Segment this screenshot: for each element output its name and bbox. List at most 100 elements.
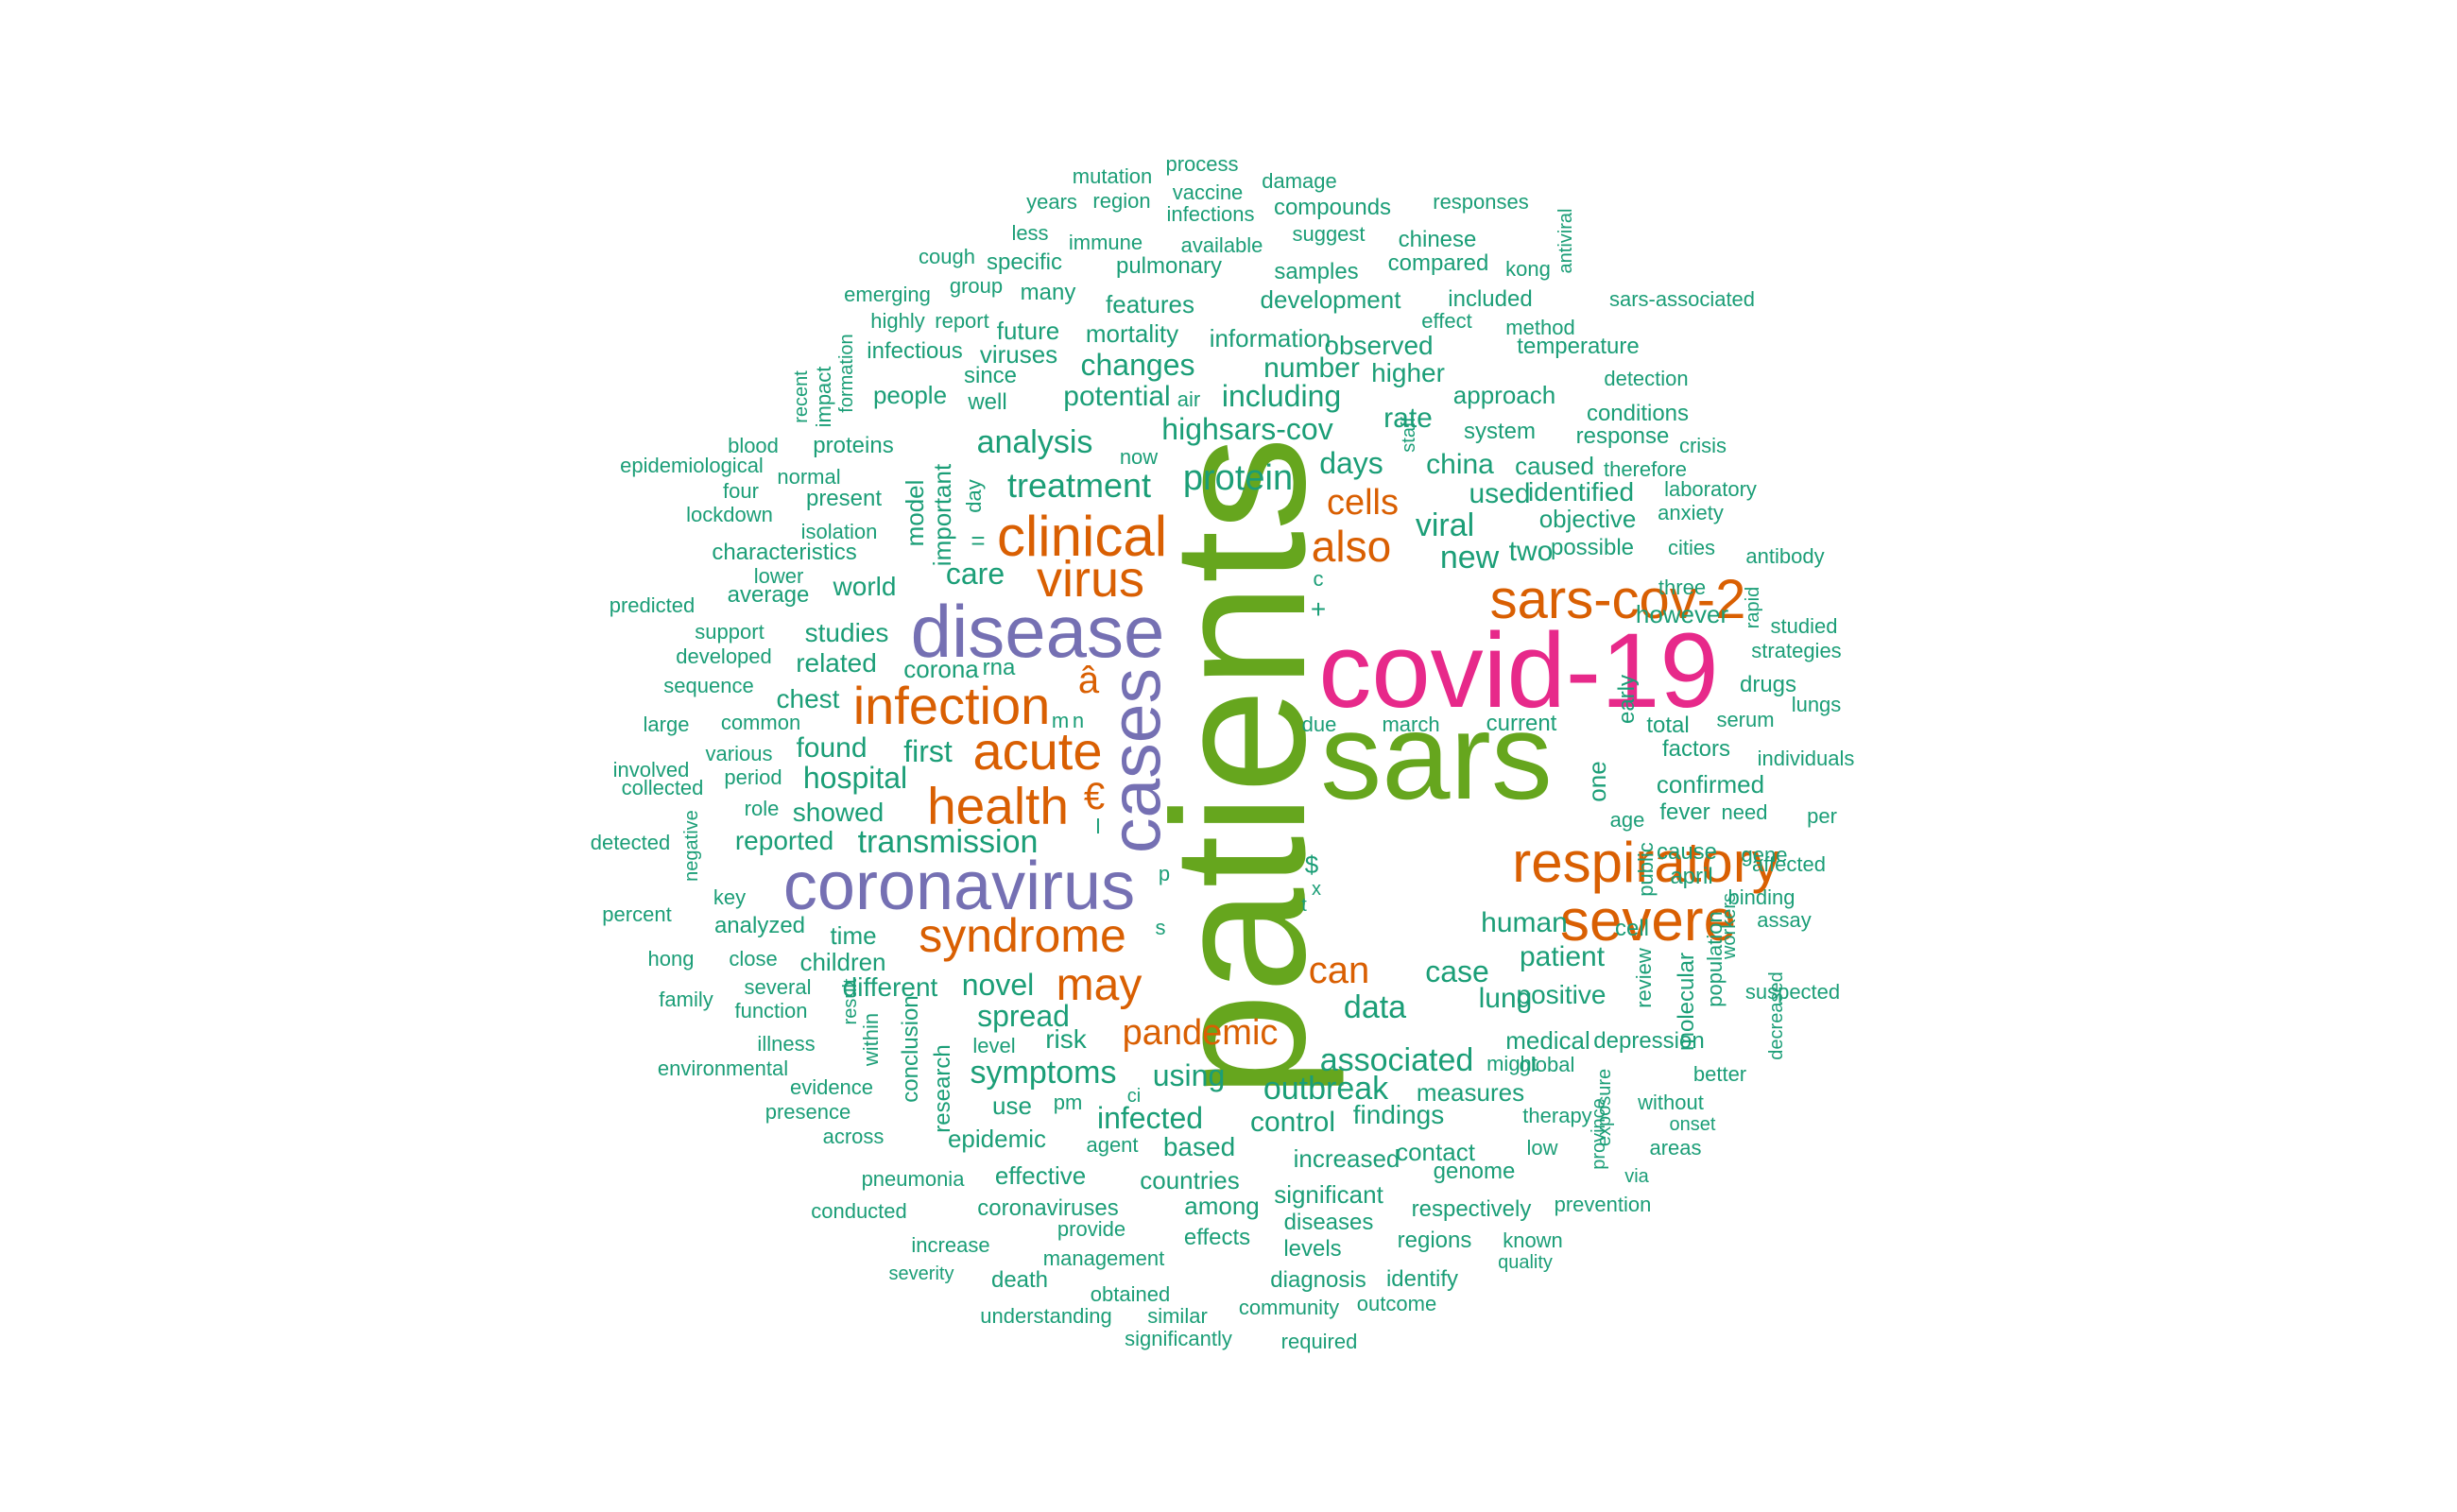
word-research: research xyxy=(930,1044,955,1133)
word-ci: ci xyxy=(1126,1086,1142,1107)
word-march: march xyxy=(1382,713,1440,736)
word-community: community xyxy=(1238,1296,1340,1319)
word-x: x xyxy=(1312,879,1321,900)
word-important: important xyxy=(928,463,956,567)
word-available: available xyxy=(1180,233,1263,257)
word-time: time xyxy=(830,921,877,950)
word-staff: staff xyxy=(1399,417,1419,453)
word-coronavirus: coronavirus xyxy=(782,849,1136,924)
word-lungs: lungs xyxy=(1791,693,1842,716)
word-crisis: crisis xyxy=(1678,434,1727,457)
word-result: result xyxy=(840,978,861,1025)
word-air: air xyxy=(1177,387,1201,411)
word-children: children xyxy=(799,948,886,976)
word-rate: rate xyxy=(1383,403,1433,434)
word-s: s xyxy=(1155,916,1166,939)
word-can: can xyxy=(1308,950,1370,991)
word-present: present xyxy=(805,486,883,511)
word-isolation: isolation xyxy=(800,520,878,543)
word-days: days xyxy=(1319,446,1383,480)
word-identify: identify xyxy=(1385,1266,1459,1292)
word-factors: factors xyxy=(1661,736,1731,762)
word-viruses: viruses xyxy=(979,340,1058,369)
word-epidemiological: epidemiological xyxy=(620,454,764,477)
word-different: different xyxy=(842,972,938,1002)
word-affected: affected xyxy=(1752,852,1826,876)
word-countries: countries xyxy=(1140,1166,1240,1194)
word-sequence: sequence xyxy=(663,674,754,697)
word-may: may xyxy=(1056,960,1143,1010)
word-years: years xyxy=(1026,190,1077,214)
word-p: p xyxy=(1158,862,1171,885)
word-role: role xyxy=(744,797,780,820)
word-obtained: obtained xyxy=(1090,1282,1171,1306)
word-infectious: infectious xyxy=(867,338,963,364)
word-proteins: proteins xyxy=(813,433,894,458)
word-specific: specific xyxy=(986,249,1063,275)
word-observed: observed xyxy=(1324,331,1434,360)
word-associated: associated xyxy=(1319,1042,1474,1078)
word-findings: findings xyxy=(1352,1100,1445,1129)
word-less: less xyxy=(1011,221,1049,245)
word-group: group xyxy=(949,274,1004,298)
word-world: world xyxy=(833,572,897,601)
word-developed: developed xyxy=(676,644,772,668)
word-support: support xyxy=(695,620,765,644)
word-predicted: predicted xyxy=(609,593,696,617)
word-pulmonary: pulmonary xyxy=(1115,253,1223,279)
word-symbol: + xyxy=(1310,594,1327,624)
word-provide: provide xyxy=(1057,1217,1126,1241)
word-treatment: treatment xyxy=(1006,466,1152,505)
word-l: l xyxy=(1095,815,1101,838)
word-system: system xyxy=(1463,419,1537,444)
word-identified: identified xyxy=(1527,477,1635,507)
word-m: m xyxy=(1051,709,1070,732)
word-data: data xyxy=(1343,989,1407,1025)
word-changes: changes xyxy=(1080,348,1195,382)
word-symptoms: symptoms xyxy=(970,1055,1117,1091)
word-various: various xyxy=(705,742,773,765)
word-among: among xyxy=(1184,1192,1260,1220)
word-agent: agent xyxy=(1086,1133,1139,1157)
word-normal: normal xyxy=(777,465,841,489)
word-diseases: diseases xyxy=(1283,1210,1374,1235)
word-four: four xyxy=(723,479,759,503)
word-process: process xyxy=(1165,152,1239,176)
word-individuals: individuals xyxy=(1757,747,1855,770)
word-samples: samples xyxy=(1274,259,1359,284)
word-infected: infected xyxy=(1096,1101,1204,1135)
word-highly: highly xyxy=(870,309,925,333)
word-future: future xyxy=(996,317,1060,345)
word-regions: regions xyxy=(1397,1228,1472,1253)
word-age: age xyxy=(1609,808,1645,832)
word-required: required xyxy=(1280,1330,1358,1353)
word-increase: increase xyxy=(911,1233,990,1257)
word-drugs: drugs xyxy=(1739,672,1797,697)
word-symbol: = xyxy=(971,526,986,555)
word-region: region xyxy=(1092,189,1151,213)
word-people: people xyxy=(872,381,948,409)
word-one: one xyxy=(1583,761,1611,802)
word-early: early xyxy=(1614,674,1640,725)
word-many: many xyxy=(1020,280,1076,305)
word-information: information xyxy=(1209,324,1332,352)
word-now: now xyxy=(1119,445,1159,469)
word-april: april xyxy=(1670,864,1713,889)
word-therapy: therapy xyxy=(1522,1104,1592,1127)
word-pm: pm xyxy=(1053,1091,1083,1114)
word-severe: severe xyxy=(1559,888,1737,954)
word-cell: cell xyxy=(1614,916,1650,941)
word-antibody: antibody xyxy=(1745,544,1825,568)
word-due: due xyxy=(1301,713,1337,736)
word-pneumonia: pneumonia xyxy=(861,1167,965,1191)
word-pandemic: pandemic xyxy=(1122,1013,1279,1053)
word-showed: showed xyxy=(792,798,885,827)
word-human: human xyxy=(1481,907,1568,938)
word-first: first xyxy=(903,734,953,768)
word-new: new xyxy=(1439,540,1500,576)
word-current: current xyxy=(1486,711,1557,736)
word-environmental: environmental xyxy=(657,1057,789,1080)
word-control: control xyxy=(1249,1107,1336,1138)
word-chinese: chinese xyxy=(1398,227,1477,252)
word-low: low xyxy=(1526,1136,1558,1160)
